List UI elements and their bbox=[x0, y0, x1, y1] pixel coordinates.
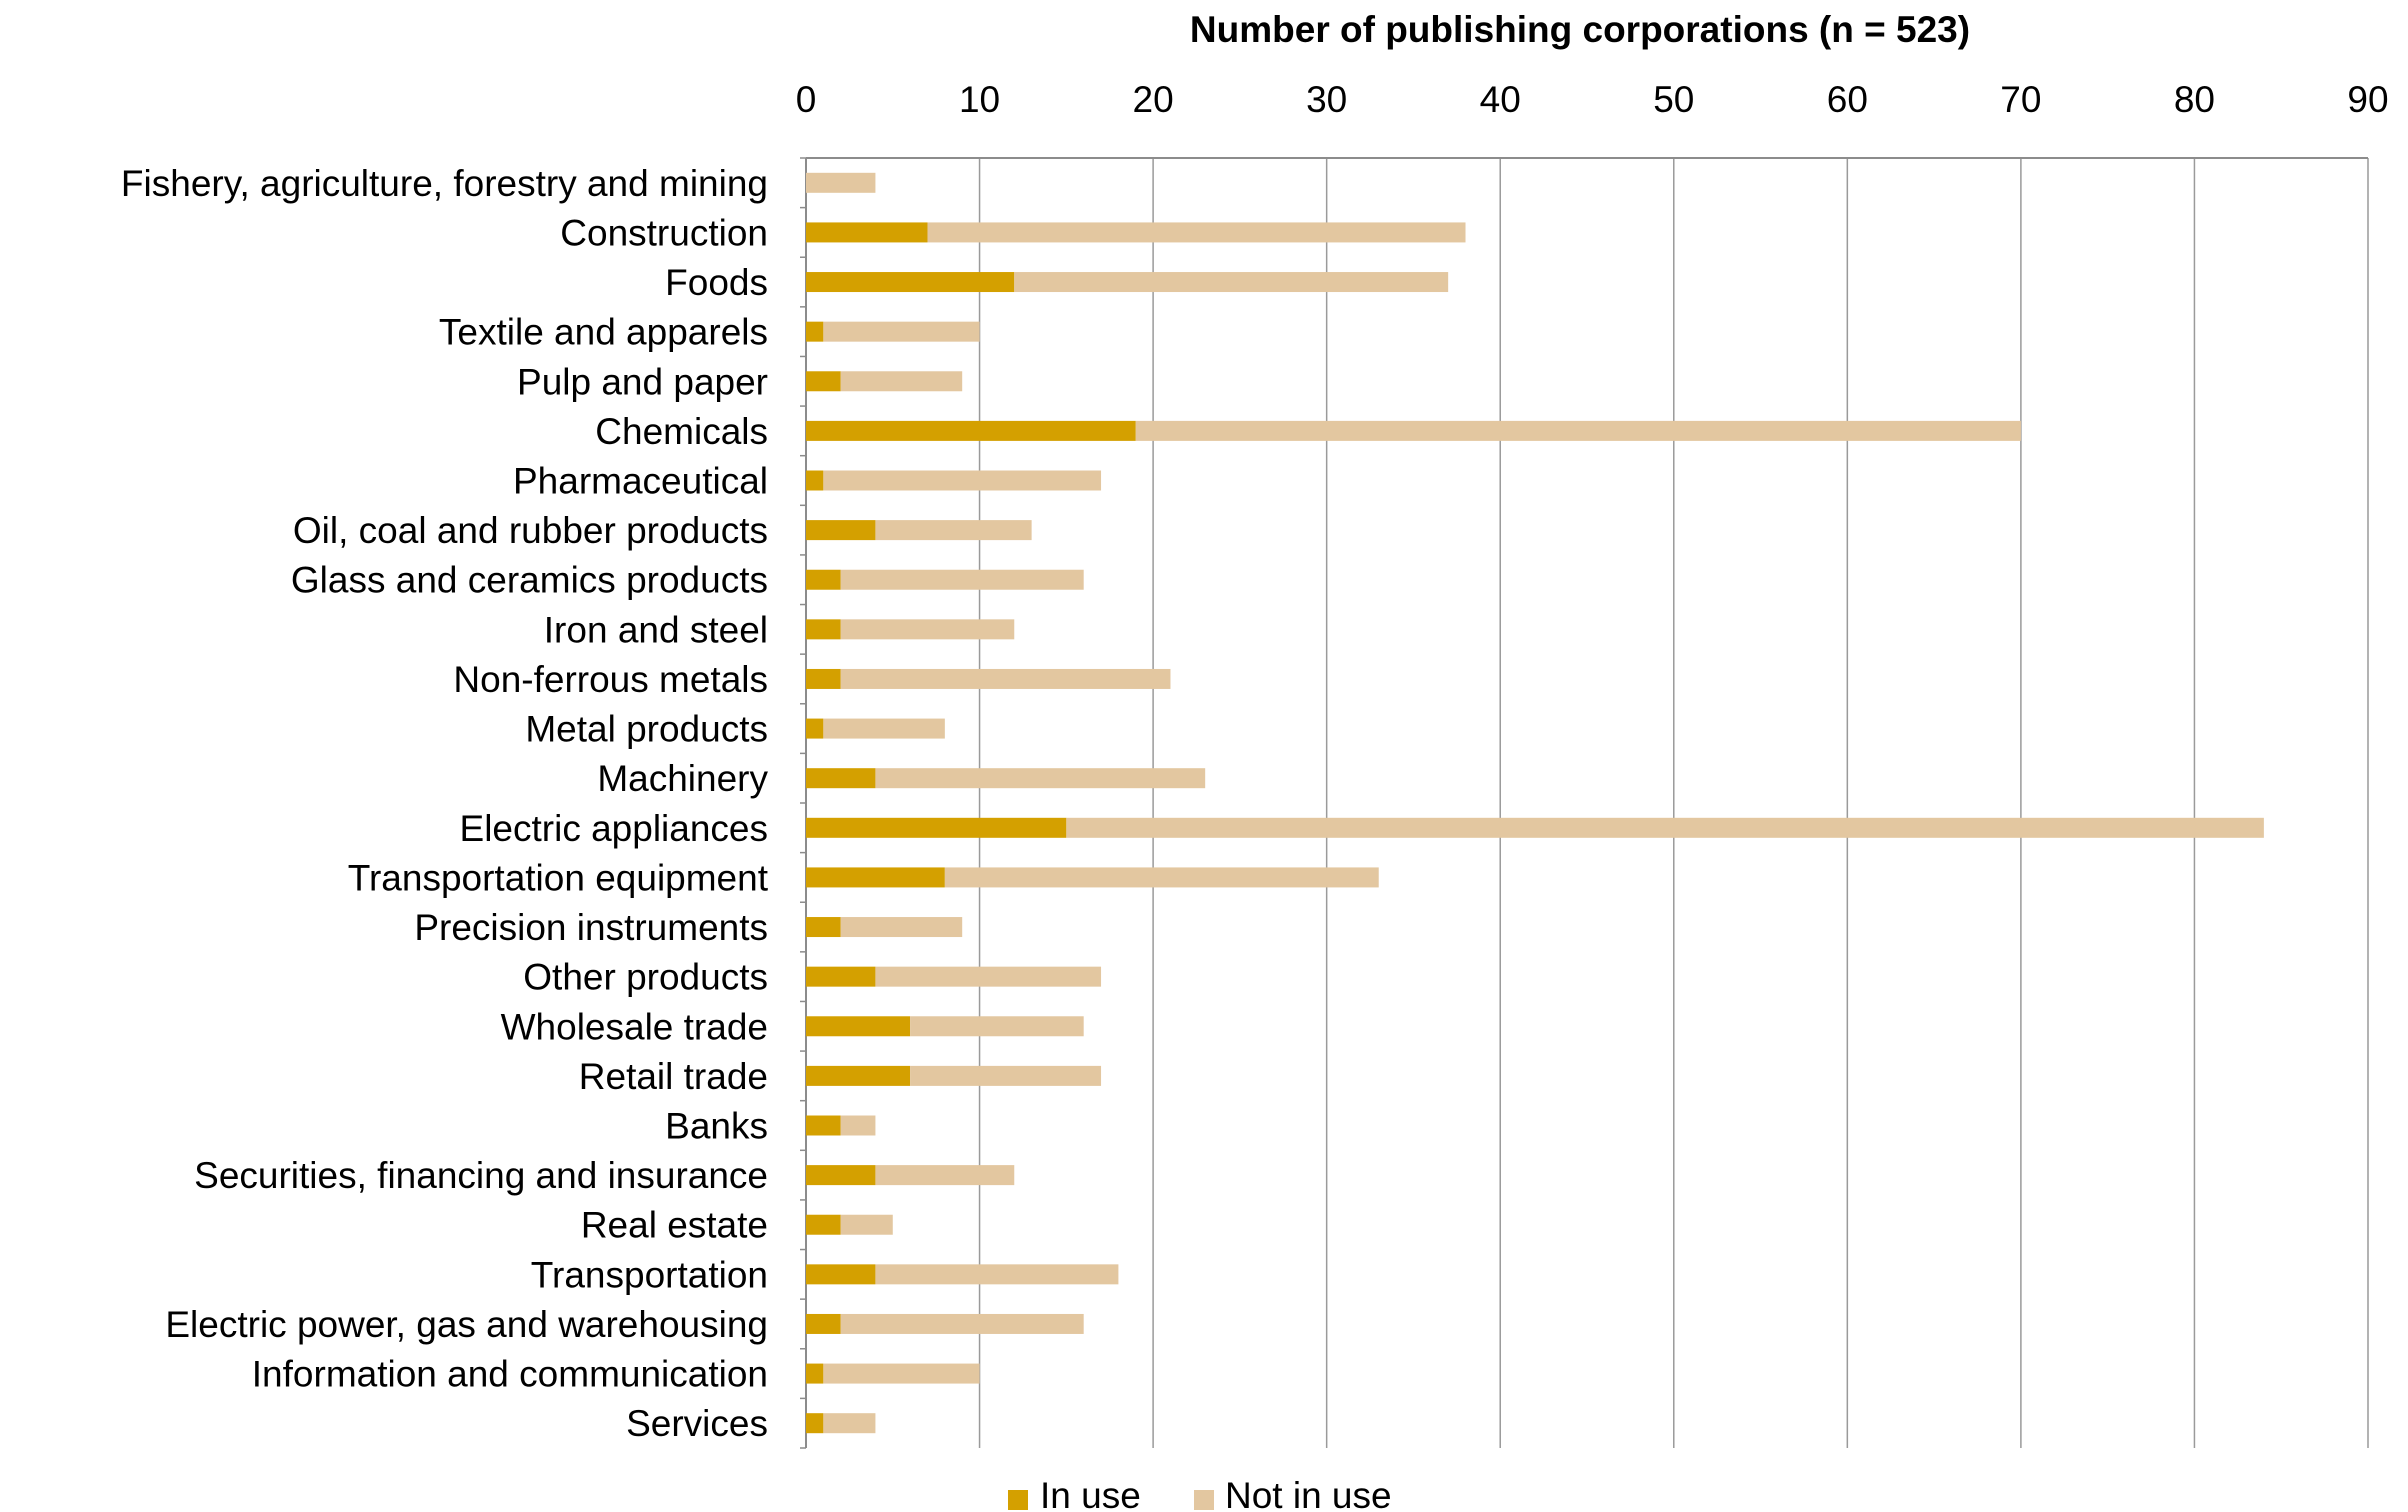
y-category-label: Securities, financing and insurance bbox=[194, 1155, 768, 1196]
bar-in-use bbox=[806, 470, 824, 491]
bar-in-use bbox=[806, 1016, 911, 1037]
bars bbox=[806, 172, 2264, 1434]
bar-not-in-use bbox=[875, 768, 1206, 789]
x-tick-label: 60 bbox=[1827, 79, 1868, 120]
y-category-label: Services bbox=[626, 1403, 768, 1444]
bar-in-use bbox=[806, 321, 824, 342]
bar-in-use bbox=[806, 520, 876, 541]
y-axis-category-labels: Fishery, agriculture, forestry and minin… bbox=[121, 163, 769, 1444]
x-tick-label: 90 bbox=[2347, 79, 2388, 120]
bar-in-use bbox=[806, 1413, 824, 1434]
y-category-label: Real estate bbox=[581, 1205, 768, 1246]
bar-not-in-use bbox=[1014, 272, 1449, 293]
x-tick-label: 40 bbox=[1480, 79, 1521, 120]
bar-not-in-use bbox=[1135, 420, 2021, 441]
bar-not-in-use bbox=[910, 1016, 1084, 1037]
y-category-label: Information and communication bbox=[252, 1354, 768, 1395]
bar-not-in-use bbox=[806, 172, 876, 193]
y-category-label: Oil, coal and rubber products bbox=[293, 510, 768, 551]
bar-not-in-use bbox=[840, 1313, 1084, 1334]
x-tick-label: 70 bbox=[2000, 79, 2041, 120]
y-category-label: Wholesale trade bbox=[501, 1006, 768, 1047]
bar-not-in-use bbox=[823, 1413, 876, 1434]
y-category-label: Electric appliances bbox=[460, 808, 768, 849]
bar-in-use bbox=[806, 768, 876, 789]
y-category-label: Precision instruments bbox=[414, 907, 768, 948]
y-category-label: Construction bbox=[560, 212, 768, 253]
bar-in-use bbox=[806, 569, 841, 590]
y-category-label: Pulp and paper bbox=[517, 361, 768, 402]
bar-not-in-use bbox=[840, 619, 1015, 640]
bar-in-use bbox=[806, 1115, 841, 1136]
y-category-label: Banks bbox=[665, 1106, 768, 1147]
y-category-label: Chemicals bbox=[595, 411, 768, 452]
bar-not-in-use bbox=[840, 917, 963, 938]
bar-not-in-use bbox=[840, 1115, 876, 1136]
x-tick-label: 80 bbox=[2174, 79, 2215, 120]
bar-in-use bbox=[806, 1264, 876, 1285]
y-category-label: Retail trade bbox=[579, 1056, 768, 1097]
bar-not-in-use bbox=[823, 470, 1102, 491]
bar-not-in-use bbox=[823, 1363, 980, 1384]
bar-in-use bbox=[806, 1363, 824, 1384]
x-tick-label: 50 bbox=[1653, 79, 1694, 120]
y-category-label: Iron and steel bbox=[544, 609, 768, 650]
x-tick-label: 10 bbox=[959, 79, 1000, 120]
bar-in-use bbox=[806, 817, 1067, 838]
bar-not-in-use bbox=[875, 1165, 1015, 1186]
bar-not-in-use bbox=[823, 718, 945, 739]
y-category-label: Transportation equipment bbox=[348, 857, 769, 898]
bar-in-use bbox=[806, 668, 841, 689]
chart-title: Number of publishing corporations (n = 5… bbox=[1190, 9, 1970, 50]
y-category-label: Transportation bbox=[531, 1254, 768, 1295]
bar-in-use bbox=[806, 917, 841, 938]
y-category-label: Electric power, gas and warehousing bbox=[165, 1304, 768, 1345]
bar-not-in-use bbox=[875, 520, 1032, 541]
bar-in-use bbox=[806, 1214, 841, 1235]
y-category-label: Metal products bbox=[525, 709, 768, 750]
y-category-label: Other products bbox=[523, 957, 768, 998]
y-category-label: Pharmaceutical bbox=[513, 461, 768, 502]
bar-in-use bbox=[806, 1065, 911, 1086]
gridlines bbox=[800, 157, 2369, 1449]
y-category-label: Foods bbox=[665, 262, 768, 303]
bar-in-use bbox=[806, 420, 1136, 441]
bar-in-use bbox=[806, 272, 1015, 293]
bar-not-in-use bbox=[840, 569, 1084, 590]
x-tick-label: 20 bbox=[1133, 79, 1174, 120]
legend-label-not-in-use: Not in use bbox=[1225, 1475, 1392, 1512]
bar-not-in-use bbox=[875, 1264, 1119, 1285]
y-category-label: Fishery, agriculture, forestry and minin… bbox=[121, 163, 768, 204]
y-category-label: Machinery bbox=[597, 758, 768, 799]
bar-not-in-use bbox=[823, 321, 980, 342]
bar-in-use bbox=[806, 222, 928, 243]
legend-swatch-not-in-use bbox=[1194, 1490, 1214, 1510]
x-axis-tick-labels: 0 10 20 30 40 50 60 70 80 90 bbox=[796, 79, 2389, 120]
y-category-label: Non-ferrous metals bbox=[453, 659, 768, 700]
legend-label-in-use: In use bbox=[1040, 1475, 1141, 1512]
bar-not-in-use bbox=[1066, 817, 2264, 838]
bar-in-use bbox=[806, 718, 824, 739]
bar-in-use bbox=[806, 966, 876, 987]
x-tick-label: 30 bbox=[1306, 79, 1347, 120]
bar-in-use bbox=[806, 371, 841, 392]
legend: In use Not in use bbox=[1008, 1475, 1392, 1512]
bar-in-use bbox=[806, 1313, 841, 1334]
bar-in-use bbox=[806, 867, 945, 888]
y-category-label: Glass and ceramics products bbox=[291, 560, 768, 601]
legend-swatch-in-use bbox=[1008, 1490, 1028, 1510]
bar-not-in-use bbox=[910, 1065, 1102, 1086]
bar-not-in-use bbox=[840, 1214, 893, 1235]
bar-in-use bbox=[806, 619, 841, 640]
y-category-label: Textile and apparels bbox=[439, 312, 768, 353]
x-tick-label: 0 bbox=[796, 79, 817, 120]
bar-not-in-use bbox=[927, 222, 1466, 243]
bar-not-in-use bbox=[840, 371, 963, 392]
bar-in-use bbox=[806, 1165, 876, 1186]
bar-not-in-use bbox=[944, 867, 1379, 888]
bar-not-in-use bbox=[840, 668, 1171, 689]
bar-not-in-use bbox=[875, 966, 1102, 987]
